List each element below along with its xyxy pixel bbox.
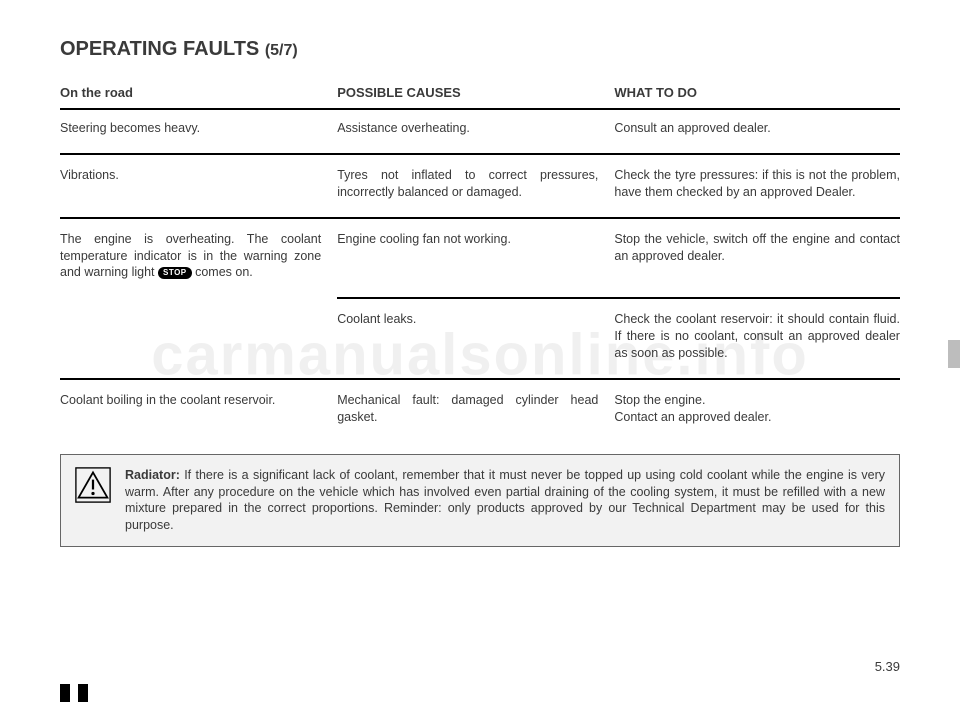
symptom-text-post: comes on. (195, 265, 253, 279)
cell-action: Stop the vehicle, switch off the engine … (614, 231, 900, 282)
cell-cause: Assistance overheating. (337, 120, 614, 137)
title-main: OPERATING FAULTS (60, 38, 265, 60)
note-body: If there is a significant lack of coolan… (125, 468, 885, 533)
cell-action: Stop the engine. Contact an approved dea… (614, 392, 900, 426)
title-sub: (5/7) (265, 42, 298, 59)
row-divider (60, 217, 900, 219)
radiator-note: Radiator: If there is a significant lack… (60, 454, 900, 548)
cell-action: Check the tyre pressures: if this is not… (614, 167, 900, 201)
cell-symptom: Vibrations. (60, 167, 337, 201)
warning-icon (75, 467, 111, 503)
crop-mark (78, 684, 88, 702)
cell-symptom: The engine is overheating. The coolant t… (60, 231, 337, 282)
row-divider (60, 153, 900, 155)
cell-cause: Engine cooling fan not working. (337, 231, 614, 282)
note-text: Radiator: If there is a significant lack… (125, 467, 885, 535)
page-content: OPERATING FAULTS (5/7) On the road POSSI… (0, 0, 960, 567)
page-number: 5.39 (875, 659, 900, 674)
cell-cause: Tyres not inflated to correct pressures,… (337, 167, 614, 201)
row-divider (60, 378, 900, 380)
crop-mark (60, 684, 70, 702)
cell-cause: Mechanical fault: damaged cylinder head … (337, 392, 614, 426)
note-lead: Radiator: (125, 468, 184, 482)
cell-action: Consult an approved dealer. (614, 120, 900, 137)
action-line1: Stop the engine. (614, 393, 705, 407)
faults-table: On the road POSSIBLE CAUSES WHAT TO DO S… (60, 85, 900, 438)
cell-cause: Coolant leaks. (337, 311, 614, 362)
table-row: The engine is overheating. The coolant t… (60, 231, 900, 294)
table-row: Steering becomes heavy. Assistance overh… (60, 120, 900, 149)
table-row: Vibrations. Tyres not inflated to correc… (60, 167, 900, 213)
cell-symptom (60, 311, 337, 362)
header-col2: POSSIBLE CAUSES (337, 85, 614, 100)
crop-marks (60, 684, 88, 702)
action-line2: Contact an approved dealer. (614, 410, 771, 424)
stop-icon: STOP (158, 267, 192, 280)
cell-action: Check the coolant reservoir: it should c… (614, 311, 900, 362)
page-title: OPERATING FAULTS (5/7) (60, 38, 900, 61)
cell-symptom: Coolant boiling in the coolant reservoir… (60, 392, 337, 426)
table-header-row: On the road POSSIBLE CAUSES WHAT TO DO (60, 85, 900, 110)
header-col1: On the road (60, 85, 337, 100)
row-divider-partial (60, 297, 900, 299)
header-col3: WHAT TO DO (614, 85, 900, 100)
table-row: Coolant boiling in the coolant reservoir… (60, 392, 900, 438)
cell-symptom: Steering becomes heavy. (60, 120, 337, 137)
table-row: Coolant leaks. Check the coolant reservo… (60, 311, 900, 374)
